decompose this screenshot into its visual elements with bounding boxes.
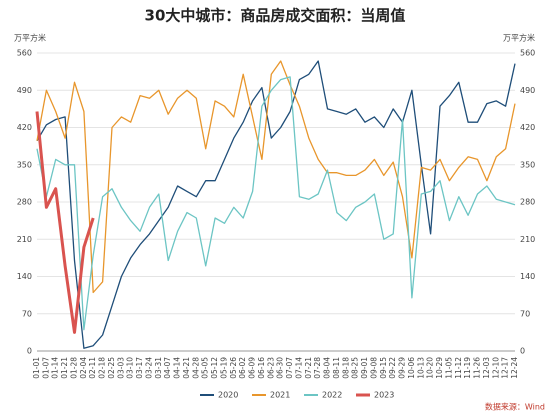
x-tick-label: 09-22 [388,357,397,379]
x-tick-label: 01-14 [51,357,60,379]
x-tick-label: 03-31 [154,357,163,379]
x-tick-label: 06-23 [266,357,275,379]
x-tick-label: 09-29 [398,357,407,379]
x-tick-label: 03-10 [126,357,135,379]
series-line [36,60,516,294]
x-tick-label: 01-21 [60,357,69,379]
x-tick-label: 08-04 [323,357,332,379]
x-tick-label: 11-26 [473,357,482,379]
y2-tick-label: 70 [520,309,530,318]
y2-tick-label: 560 [520,49,535,58]
y2-tick-label: 210 [520,235,535,244]
x-tick-label: 10-13 [416,357,425,379]
y-tick-label: 490 [17,86,32,95]
y-tick-label: 210 [17,235,32,244]
x-tick-label: 01-01 [32,357,41,379]
x-tick-label: 02-25 [107,357,116,379]
x-tick-label: 12-03 [482,357,491,379]
x-tick-label: 11-12 [454,357,463,379]
x-tick-label: 03-17 [135,357,144,379]
x-tick-label: 06-02 [238,357,247,379]
y-tick-label: 560 [17,49,32,58]
y2-tick-label: 490 [520,86,535,95]
y-tick-label: 70 [22,309,32,318]
x-tick-label: 08-11 [332,357,341,379]
series-line [36,76,516,331]
legend-label: 2023 [374,391,394,400]
x-tick-label: 10-20 [426,357,435,379]
x-tick-label: 07-28 [313,357,322,379]
x-tick-label: 12-24 [510,357,519,379]
x-tick-label: 05-05 [201,357,210,379]
y-tick-label: 0 [27,347,32,356]
legend-label: 2020 [218,391,238,400]
x-tick-label: 09-01 [360,357,369,379]
x-tick-label: 04-07 [163,357,172,379]
x-tick-label: 08-25 [351,357,360,379]
source-note: 数据来源：Wind [485,402,545,412]
x-tick-label: 07-14 [294,357,303,379]
legend-label: 2021 [270,391,290,400]
x-tick-label: 12-17 [501,357,510,379]
x-tick-label: 12-10 [491,357,500,379]
x-tick-label: 04-21 [182,357,191,379]
x-tick-label: 09-08 [369,357,378,379]
y-tick-label: 420 [17,123,32,132]
series-line [35,111,95,334]
x-tick-label: 02-11 [88,357,97,379]
y-tick-label: 140 [17,272,32,281]
y2-axis-label: 万平方米 [503,33,535,43]
x-tick-label: 10-29 [435,357,444,379]
series-line [36,60,516,349]
y2-tick-label: 0 [520,347,525,356]
y-tick-label: 350 [17,160,32,169]
x-tick-label: 03-24 [144,357,153,379]
y-axis-label: 万平方米 [14,33,46,43]
x-tick-label: 04-14 [173,357,182,379]
x-tick-label: 04-28 [191,357,200,379]
x-tick-label: 07-07 [285,357,294,379]
legend-label: 2022 [322,391,342,400]
y2-tick-label: 420 [520,123,535,132]
x-tick-label: 02-04 [79,357,88,379]
y2-tick-label: 350 [520,160,535,169]
x-tick-label: 06-30 [276,357,285,379]
x-tick-label: 05-19 [219,357,228,379]
y-tick-label: 280 [17,198,32,207]
x-tick-label: 07-21 [304,357,313,379]
x-tick-label: 09-15 [379,357,388,379]
x-tick-label: 02-18 [98,357,107,379]
x-tick-label: 08-18 [341,357,350,379]
x-tick-label: 06-09 [248,357,257,379]
x-tick-label: 01-07 [41,357,50,379]
x-tick-label: 11-19 [463,357,472,379]
chart-title: 30大中城市：商品房成交面积：当周值 [145,7,406,25]
x-tick-label: 11-05 [444,357,453,379]
x-tick-label: 05-26 [229,357,238,379]
x-tick-label: 10-06 [407,357,416,379]
x-tick-label: 01-28 [69,357,78,379]
x-tick-label: 05-12 [210,357,219,379]
x-tick-label: 06-16 [257,357,266,379]
x-tick-label: 03-03 [116,357,125,379]
y2-tick-label: 140 [520,272,535,281]
y2-tick-label: 280 [520,198,535,207]
